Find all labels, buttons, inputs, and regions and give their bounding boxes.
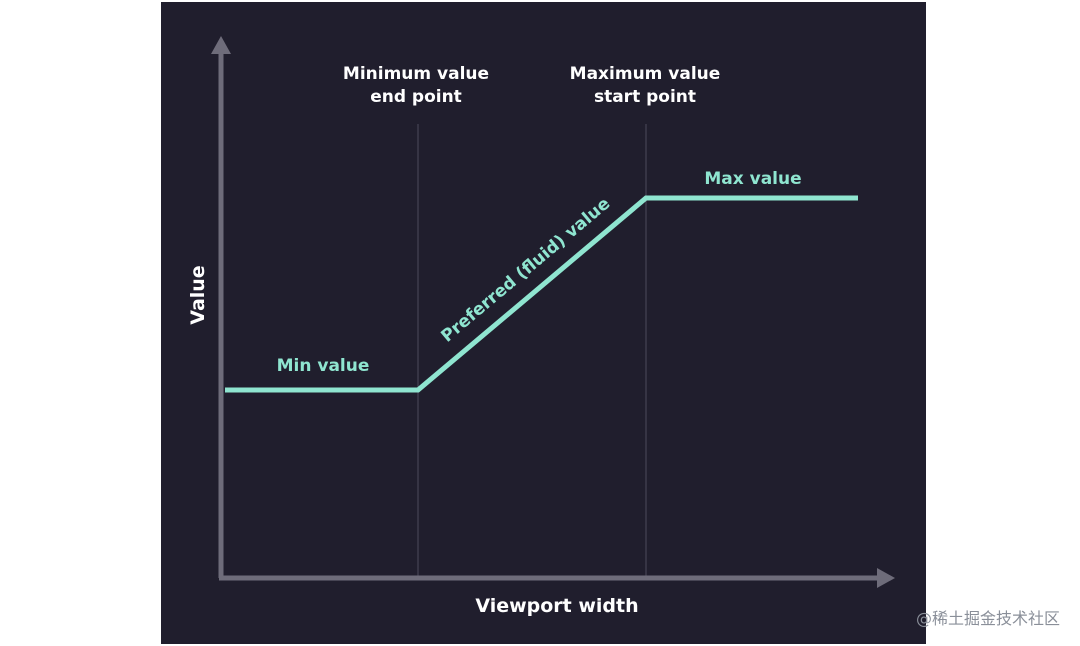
min-value-label: Min value <box>277 356 370 376</box>
min-end-label-line2: end point <box>370 87 462 107</box>
min-end-label-line1: Minimum value <box>343 64 489 84</box>
y-axis-arrow-icon <box>211 36 231 54</box>
fluid-value-diagram: Minimum value end point Maximum value st… <box>161 2 926 644</box>
y-axis-label: Value <box>187 265 209 324</box>
x-axis-label: Viewport width <box>475 595 638 617</box>
watermark: @稀土掘金技术社区 <box>915 609 1060 628</box>
diagram-panel: Minimum value end point Maximum value st… <box>161 2 926 644</box>
max-start-label-line2: start point <box>594 87 696 107</box>
diagram-background <box>161 2 926 644</box>
clamp-curve <box>225 195 858 393</box>
max-start-label-line1: Maximum value <box>570 64 721 84</box>
x-axis-arrow-icon <box>877 568 895 588</box>
max-value-label: Max value <box>704 169 801 189</box>
